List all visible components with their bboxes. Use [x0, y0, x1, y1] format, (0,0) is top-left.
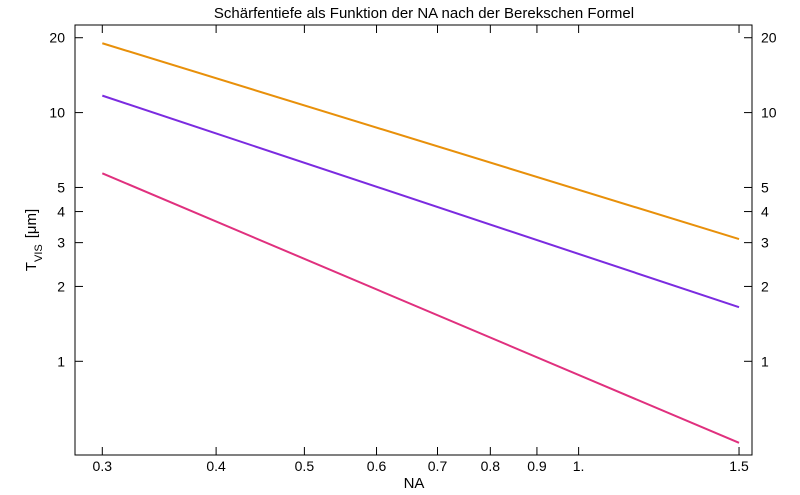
y-tick-label-right-5: 10 — [761, 105, 777, 121]
y-axis-label-main: T — [23, 262, 40, 271]
y-tick-label-left-2: 3 — [57, 235, 65, 251]
series-line-1 — [101, 94, 740, 309]
x-tick-label-1: 0.4 — [206, 458, 226, 474]
x-tick-label-5: 0.8 — [481, 458, 501, 474]
x-tick-label-4: 0.7 — [428, 458, 448, 474]
y-tick-label-left-3: 4 — [57, 204, 65, 220]
y-tick-label-left-0: 1 — [57, 353, 65, 369]
x-axis-label: NA — [404, 475, 425, 492]
plot-frame — [74, 24, 753, 456]
x-tick-label-8: 1.5 — [729, 458, 749, 474]
series-line-0 — [102, 42, 740, 241]
series-group — [101, 42, 740, 444]
y-tick-label-left-5: 10 — [49, 105, 65, 121]
y-axis-ticks: 1 1 2 2 3 3 4 4 5 5 10 10 20 20 — [49, 30, 776, 370]
y-axis-label-unit: [μm] — [23, 209, 40, 238]
chart-title: Schärfentiefe als Funktion der NA nach d… — [214, 5, 634, 22]
y-axis-label: TVIS [μm] — [23, 209, 45, 271]
y-tick-label-right-6: 20 — [761, 30, 777, 46]
x-tick-label-2: 0.5 — [295, 458, 315, 474]
x-tick-label-6: 0.9 — [527, 458, 547, 474]
y-tick-label-left-4: 5 — [57, 179, 65, 195]
y-tick-label-right-0: 1 — [761, 353, 769, 369]
y-axis-label-sub: VIS — [33, 244, 45, 262]
x-tick-label-3: 0.6 — [367, 458, 387, 474]
x-tick-label-7: 1. — [573, 458, 585, 474]
x-tick-label-0: 0.3 — [93, 458, 113, 474]
y-tick-label-left-6: 20 — [49, 30, 65, 46]
series-line-2 — [101, 172, 740, 444]
x-axis-ticks: 0.3 0.4 0.5 0.6 0.7 0.8 0.9 1. 1.5 — [93, 25, 749, 474]
y-tick-label-right-1: 2 — [761, 278, 769, 294]
y-tick-label-right-2: 3 — [761, 235, 769, 251]
y-tick-label-right-4: 5 — [761, 179, 769, 195]
y-tick-label-right-3: 4 — [761, 204, 769, 220]
y-tick-label-left-1: 2 — [57, 278, 65, 294]
